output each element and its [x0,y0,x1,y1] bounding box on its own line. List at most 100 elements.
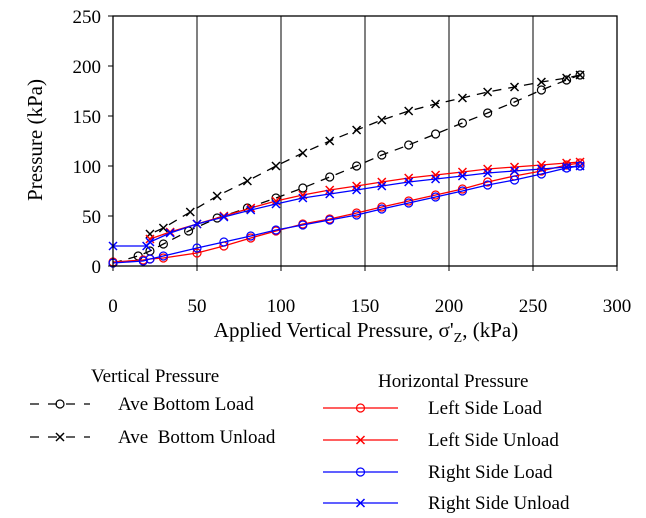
series-line [112,165,581,264]
x-axis-title-subscript: Z [454,331,463,346]
y-tick-label: 150 [73,107,102,128]
data-point [377,204,387,214]
data-point [298,183,308,193]
data-point [325,215,335,225]
legend-entries: Ave Bottom Load Ave Bottom Unload Left Sid… [30,394,570,514]
data-point [352,125,362,135]
x-tick-label: 200 [435,296,464,317]
data-point [377,115,387,125]
x-tick-label: 300 [603,296,632,317]
data-point [509,175,520,185]
data-point [536,77,546,87]
grid-lines [196,16,534,266]
series-line [149,161,581,240]
data-point [192,248,202,258]
data-point [562,158,572,168]
legend-marker [55,432,65,442]
data-point [142,241,152,251]
data-point [404,177,414,187]
data-point [298,193,308,203]
y-axis-title: Pressure (kPa) [23,79,47,201]
series-line [112,162,581,263]
legend-entry-1: Ave Bottom Load [30,394,254,415]
legend-marker [355,498,366,508]
data-point [457,167,467,177]
data-point [457,118,468,128]
data-point [242,176,252,186]
data-point [509,97,520,107]
data-point [298,148,308,158]
series-6 [108,161,585,251]
data-point [536,166,547,176]
x-axis-title-unit: , (kPa) [462,318,518,342]
series-line [113,165,581,247]
data-point [483,180,493,190]
legend-title-vertical: Vertical Pressure [91,366,219,387]
data-point [430,129,441,139]
axis-ticks: 0 50 100 150 200 250 300 0 50 100 150 200 250 [73,7,632,317]
data-point [192,243,202,253]
data-point [325,185,335,195]
legend-entry-4: Left Side Unload [323,430,559,451]
legend-entry-2: Ave Bottom Unload [30,427,276,448]
data-point [483,177,493,187]
data-point [298,220,308,230]
data-point [404,106,414,116]
data-point [562,73,572,83]
data-point [483,168,493,178]
data-point [352,210,362,220]
data-point [271,161,281,171]
data-point [352,181,362,191]
data-point [377,150,387,160]
data-point [404,198,414,208]
series-line [149,74,581,235]
x-tick-label: 250 [519,296,548,317]
data-point [536,160,546,170]
data-point [483,164,493,174]
data-point [165,228,175,238]
data-point [271,199,281,209]
data-point [352,161,362,171]
data-point [219,237,229,247]
data-point [509,162,520,172]
series-2 [145,70,585,239]
legend-label: Left Side Load [428,398,542,419]
legend-label: Left Side Unload [428,430,559,451]
legend-marker [355,467,366,477]
data-point [483,108,493,118]
data-point [483,87,493,97]
data-point [145,234,155,244]
data-point [377,181,387,191]
series-5 [108,161,585,268]
series-3 [108,158,585,267]
data-point [575,161,585,171]
x-axis-title: Applied Vertical Pressure, σ'Z, (kPa) [214,318,518,346]
data-point [219,212,229,222]
legend-entry-3: Left Side Load [323,398,542,419]
x-tick-label: 50 [188,296,207,317]
data-point [158,239,168,249]
data-point [431,174,441,184]
data-point [575,70,585,80]
x-tick-label: 0 [108,296,118,317]
data-point [145,254,155,264]
data-point [158,251,168,261]
x-tick-label: 150 [351,296,380,317]
y-tick-label: 100 [73,157,102,178]
legend-marker [55,399,65,409]
data-point [404,173,414,183]
legend-entry-6: Right Side Unload [323,493,570,514]
legend-label: Ave Bottom Load [118,394,254,415]
legend-entry-5: Right Side Load [323,462,553,483]
x-axis-title-main: Applied Vertical Pressure, σ' [214,318,454,342]
data-point [212,191,222,201]
data-point [561,160,572,170]
x-tick-label: 100 [267,296,296,317]
data-point [325,172,335,182]
data-point [192,219,202,229]
series-line [112,74,581,264]
data-point [457,171,467,181]
data-point [431,99,441,109]
data-point [138,256,148,266]
